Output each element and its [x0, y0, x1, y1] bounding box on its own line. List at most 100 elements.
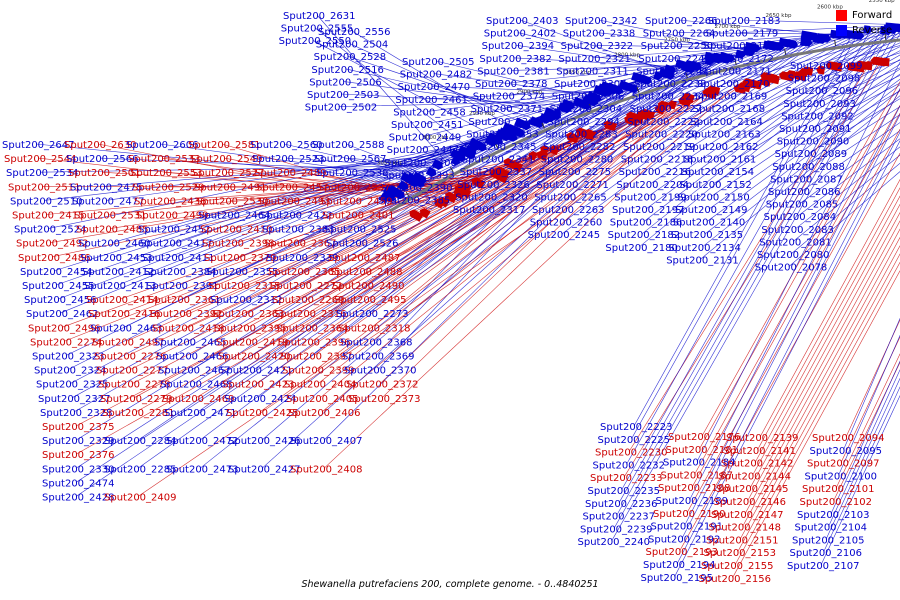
reverse-gene — [606, 82, 624, 95]
leader-line — [823, 45, 900, 66]
tick-label: 2600 kbp — [817, 4, 843, 10]
leader-line — [135, 98, 695, 413]
leader-line — [312, 39, 497, 138]
gene-label: Sput200_2473 — [166, 464, 239, 475]
gene-label: Sput200_2237 — [583, 512, 656, 523]
leader-line — [231, 140, 489, 215]
gene-label: Sput200_2459 — [320, 196, 393, 207]
gene-label: Sput200_2379 — [204, 253, 277, 264]
reverse-gene — [431, 158, 443, 170]
gene-label: Sput200_2384 — [144, 267, 217, 278]
gene-label: Sput200_2269 — [272, 295, 345, 306]
leader-line — [799, 130, 900, 204]
gene-label: Sput200_2265 — [534, 192, 607, 203]
gene-label: Sput200_2279 — [100, 394, 173, 405]
leader-line — [75, 55, 726, 483]
leader-line — [616, 26, 894, 516]
leader-line — [628, 63, 870, 452]
gene-label: Sput200_2281 — [102, 408, 175, 419]
gene-label: Sput200_2566 — [66, 154, 139, 165]
leader-line — [511, 65, 688, 71]
reverse-gene — [845, 29, 865, 40]
gene-label: Sput200_2355 — [206, 267, 279, 278]
tick-mark — [405, 191, 410, 198]
gene-label: Sput200_2538 — [316, 168, 389, 179]
gene-label: Sput200_2530 — [196, 196, 269, 207]
leader-line — [255, 105, 671, 384]
gene-label: Sput200_2406 — [288, 408, 361, 419]
leader-line — [626, 28, 872, 465]
leader-line — [696, 61, 900, 462]
leader-line — [49, 161, 524, 243]
forward-gene — [832, 62, 843, 72]
gene-label: Sput200_2223 — [600, 422, 673, 433]
leader-line — [825, 377, 900, 540]
leader-line — [99, 157, 430, 173]
gene-label: Sput200_2173 — [704, 41, 777, 52]
reverse-gene — [816, 33, 832, 43]
gene-label: Sput200_2284 — [104, 436, 177, 447]
leader-line — [563, 35, 821, 222]
leader-line — [835, 353, 900, 489]
leader-line — [381, 99, 691, 399]
gene-label: Sput200_2180 — [605, 243, 678, 254]
leader-line — [323, 59, 709, 441]
leader-line — [797, 138, 900, 217]
gene-label: Sput200_2385 — [378, 196, 451, 207]
gene-label: Sput200_2194 — [643, 560, 716, 571]
gene-label: Sput200_2163 — [688, 129, 761, 140]
leader-lines — [35, 14, 900, 578]
tick-mark — [884, 33, 887, 40]
gene-label: Sput200_2531 — [74, 211, 147, 222]
gene-label: Sput200_2103 — [797, 510, 870, 521]
gene-label: Sput200_2142 — [721, 459, 794, 470]
reverse-gene — [637, 74, 652, 85]
gene-label: Sput200_2220 — [625, 129, 698, 140]
gene-label: Sput200_2154 — [682, 167, 755, 178]
gene-label: Sput200_2192 — [648, 534, 721, 545]
gene-label: Sput200_2428 — [42, 493, 115, 504]
gene-label: Sput200_2322 — [561, 41, 634, 52]
forward-gene — [540, 145, 550, 155]
leader-line — [790, 162, 900, 255]
leader-line — [285, 157, 436, 169]
gene-label: Sput200_2495 — [334, 295, 407, 306]
leader-line — [137, 57, 716, 469]
leader-line — [177, 116, 543, 272]
leader-line — [233, 164, 517, 229]
leader-line — [515, 44, 678, 69]
leader-line — [508, 63, 693, 84]
gene-label: Sput200_2276 — [94, 352, 167, 363]
gene-label: Sput200_2278 — [98, 380, 171, 391]
tick-mark — [541, 122, 545, 129]
gene-label: Sput200_2486 — [18, 253, 91, 264]
gene-label: Sput200_2421 — [220, 366, 293, 377]
leader-line — [719, 50, 900, 147]
leader-line — [679, 152, 900, 552]
forward-gene — [549, 145, 560, 156]
gene-label: Sput200_2283 — [545, 129, 618, 140]
gene-label: Sput200_2581 — [188, 140, 261, 151]
leader-line — [193, 73, 659, 384]
gene-label: Sput200_2188 — [658, 483, 731, 494]
gene-label: Sput200_2496 — [28, 323, 101, 334]
gene-label: Sput200_2323 — [32, 352, 105, 363]
leader-line — [65, 84, 625, 356]
forward-gene — [863, 61, 873, 70]
gene-label: Sput200_2095 — [810, 446, 883, 457]
leader-line — [71, 70, 669, 399]
leader-line — [838, 334, 900, 476]
gene-label: Sput200_2107 — [787, 561, 860, 572]
gene-label: Sput200_2408 — [290, 464, 363, 475]
gene-label: Sput200_2139 — [726, 433, 799, 444]
gene-label: Sput200_2106 — [790, 548, 863, 559]
forward-gene — [640, 108, 656, 120]
gene-label: Sput200_2533 — [128, 154, 201, 165]
leader-line — [691, 112, 900, 488]
gene-label: Sput200_2189 — [656, 496, 729, 507]
leader-line — [704, 84, 900, 235]
gene-label: Sput200_2398 — [202, 239, 275, 250]
leader-line — [648, 26, 891, 197]
gene-label: Sput200_2131 — [666, 255, 739, 266]
